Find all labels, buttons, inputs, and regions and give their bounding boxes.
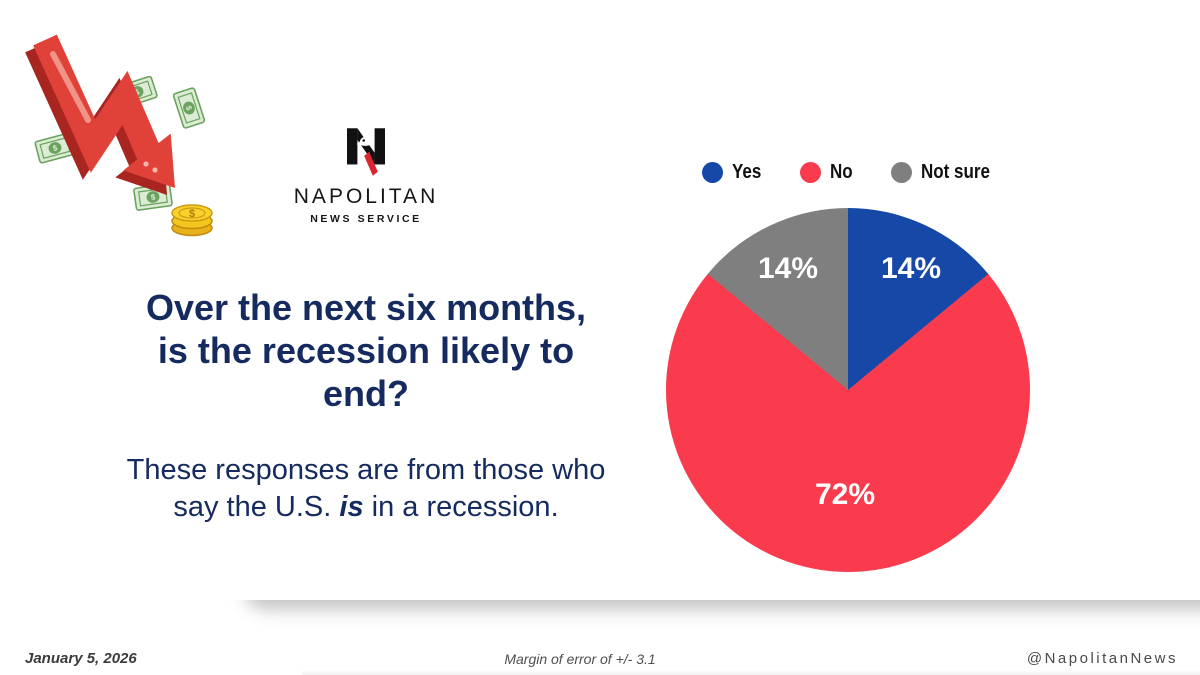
coin-dollar-glyph: $ [189,208,195,220]
napolitan-eagle-logo-icon [347,128,385,176]
headline-line1: Over the next six months, [145,287,587,328]
pie-label-no: 72% [814,478,876,511]
down-arrow-icon [33,34,175,188]
pie-chart: 14% 72% 14% [666,208,1030,572]
legend-label-yes: Yes [732,161,762,183]
brand-logo: NAPOLITAN NEWS SERVICE [286,128,446,225]
pie-label-yes: 14% [880,252,942,285]
coins-icon: $ [171,204,213,237]
legend-dot-no-icon [800,162,822,183]
bottom-edge-shadow [300,670,1200,675]
pie-label-not-sure: 14% [757,252,819,285]
logo-tagline: NEWS SERVICE [310,213,422,225]
legend-item-not-sure: Not sure [891,161,1002,184]
subtitle: These responses are from those who say t… [116,452,616,526]
chart-legend: Yes No Not sure [702,161,1002,184]
headline-line3: end? [323,373,409,414]
date-label: January 5, 2026 [25,650,137,667]
social-handle: @NapolitanNews [1026,650,1178,667]
subtitle-emphasis: is [339,491,364,523]
legend-label-no: No [830,161,854,183]
question-headline: Over the next six months, is the recessi… [66,286,666,415]
subtitle-part2: in a recession. [363,491,559,523]
margin-of-error-note: Margin of error of +/- 3.1 [504,651,656,667]
crash-arrow-illustration: $ $ [25,34,213,237]
logo-wordmark: NAPOLITAN [293,185,439,208]
legend-item-no: No [800,161,857,184]
legend-item-yes: Yes [702,161,766,184]
legend-dot-not-sure-icon [891,162,913,183]
legend-label-not-sure: Not sure [921,161,991,183]
subtitle-part1: These responses are from those who say t… [126,454,606,523]
headline-line2: is the recession likely to [157,330,575,371]
legend-dot-yes-icon [702,162,723,183]
